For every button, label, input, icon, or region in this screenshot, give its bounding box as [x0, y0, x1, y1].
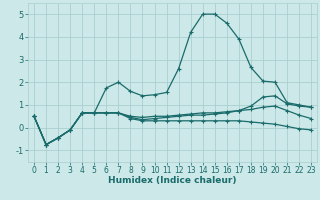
X-axis label: Humidex (Indice chaleur): Humidex (Indice chaleur)	[108, 176, 237, 185]
